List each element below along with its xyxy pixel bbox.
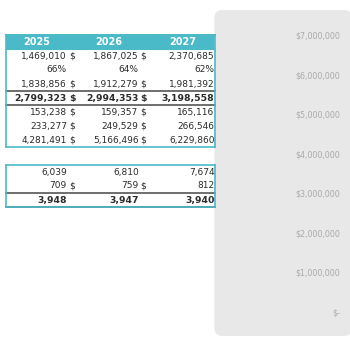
Text: 249,529: 249,529: [102, 121, 139, 131]
Text: 2027: 2027: [169, 37, 196, 47]
Text: $7,000,000: $7,000,000: [295, 32, 340, 41]
Bar: [6, 193, 215, 207]
Text: $: $: [69, 93, 75, 103]
Text: 3,948: 3,948: [37, 196, 67, 204]
Text: 4,281,491: 4,281,491: [21, 135, 67, 145]
Text: 233,277: 233,277: [30, 121, 67, 131]
Text: $: $: [141, 135, 146, 145]
FancyBboxPatch shape: [215, 10, 350, 336]
Text: $: $: [141, 182, 146, 190]
Text: 165,116: 165,116: [177, 107, 215, 117]
Text: $: $: [69, 79, 75, 89]
Text: 2,994,353: 2,994,353: [86, 93, 139, 103]
Text: $1,000,000: $1,000,000: [295, 269, 340, 278]
Text: 153,238: 153,238: [30, 107, 67, 117]
Text: 62%: 62%: [195, 65, 215, 75]
Text: $4,000,000: $4,000,000: [295, 150, 340, 159]
Bar: [6, 179, 215, 193]
Text: $: $: [69, 107, 75, 117]
Text: $: $: [141, 107, 146, 117]
Text: 2,799,323: 2,799,323: [15, 93, 67, 103]
Text: 266,546: 266,546: [177, 121, 215, 131]
Text: $: $: [69, 121, 75, 131]
Text: $: $: [141, 121, 146, 131]
Text: 1,838,856: 1,838,856: [21, 79, 67, 89]
Text: 1,867,025: 1,867,025: [93, 51, 139, 61]
Text: $3,000,000: $3,000,000: [295, 190, 340, 199]
Bar: [6, 105, 215, 119]
Text: 1,912,279: 1,912,279: [93, 79, 139, 89]
Bar: [6, 63, 215, 77]
Bar: [6, 133, 215, 147]
Text: 3,940: 3,940: [185, 196, 215, 204]
Bar: [6, 165, 215, 179]
Text: 759: 759: [121, 182, 139, 190]
Text: $: $: [141, 51, 146, 61]
Bar: [6, 77, 215, 91]
Text: 1,469,010: 1,469,010: [21, 51, 67, 61]
Text: 2026: 2026: [95, 37, 122, 47]
Text: 6,810: 6,810: [113, 168, 139, 176]
Text: 709: 709: [50, 182, 67, 190]
Text: 66%: 66%: [47, 65, 67, 75]
Bar: [6, 49, 215, 63]
Text: 6,039: 6,039: [41, 168, 67, 176]
Bar: [6, 91, 215, 105]
Text: $: $: [69, 135, 75, 145]
Text: 5,166,496: 5,166,496: [93, 135, 139, 145]
Text: $6,000,000: $6,000,000: [295, 71, 340, 80]
Text: 812: 812: [197, 182, 215, 190]
Bar: [6, 35, 215, 49]
Text: 1,981,392: 1,981,392: [169, 79, 215, 89]
Text: 3,947: 3,947: [109, 196, 139, 204]
Text: 159,357: 159,357: [102, 107, 139, 117]
Text: $-: $-: [332, 308, 340, 317]
Text: $: $: [69, 51, 75, 61]
Text: $: $: [141, 79, 146, 89]
Bar: [6, 119, 215, 133]
Text: 3,198,558: 3,198,558: [162, 93, 215, 103]
Text: $: $: [141, 93, 147, 103]
Text: 2,370,685: 2,370,685: [169, 51, 215, 61]
Text: 64%: 64%: [119, 65, 139, 75]
Text: $5,000,000: $5,000,000: [295, 111, 340, 120]
Text: 6,229,860: 6,229,860: [169, 135, 215, 145]
Text: 7,674: 7,674: [189, 168, 215, 176]
Text: $2,000,000: $2,000,000: [295, 229, 340, 238]
Text: 2025: 2025: [23, 37, 50, 47]
Text: $: $: [69, 182, 75, 190]
